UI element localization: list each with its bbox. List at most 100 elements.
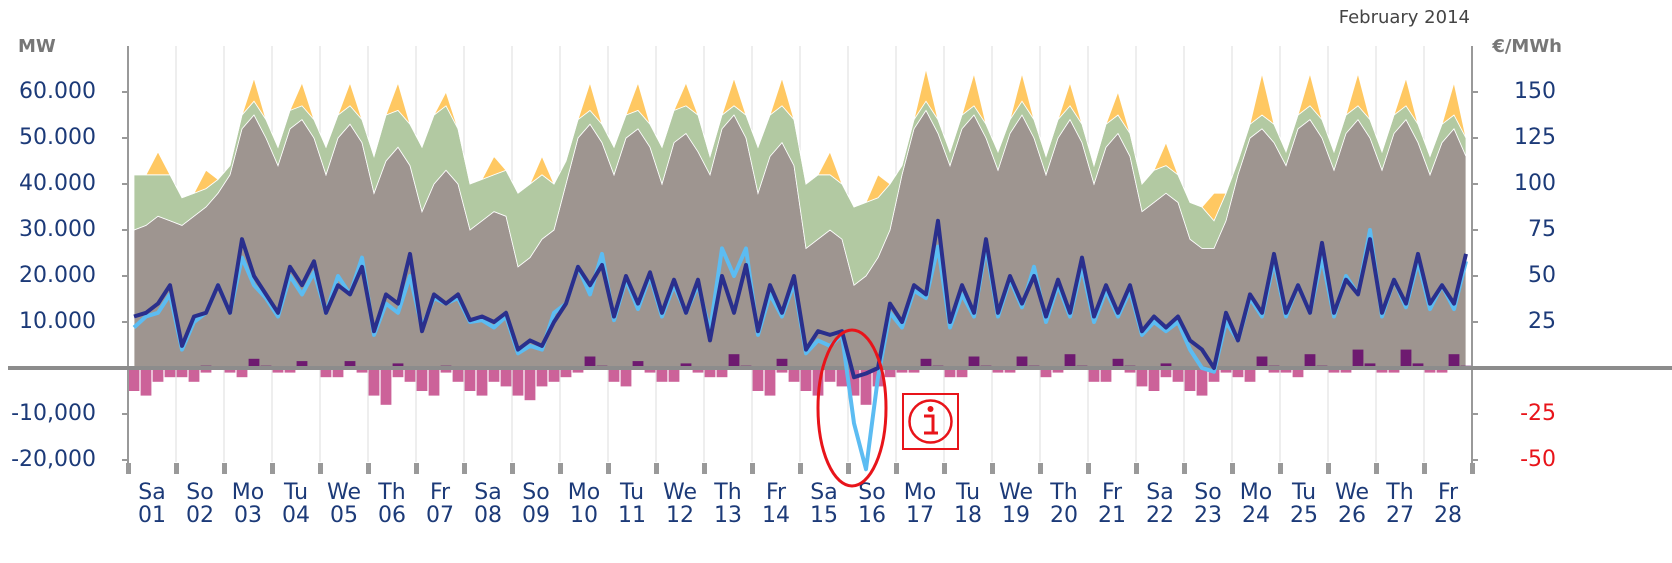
x-tick: [270, 463, 275, 474]
x-tick-label: 20: [1050, 503, 1078, 528]
x-tick-label: 02: [186, 503, 214, 528]
bar: [272, 368, 284, 373]
x-tick-label: 24: [1242, 503, 1270, 528]
x-tick: [1326, 463, 1331, 474]
x-tick: [1230, 463, 1235, 474]
bar: [1148, 368, 1160, 391]
info-icon-stem: [924, 414, 938, 435]
bar: [176, 368, 188, 378]
bar: [1244, 368, 1256, 382]
x-tick: [702, 463, 707, 474]
bar: [536, 368, 548, 387]
x-tick: [318, 463, 323, 474]
bar: [332, 368, 344, 378]
bar: [548, 368, 560, 382]
x-tick: [1038, 463, 1043, 474]
x-tick-label: We: [663, 480, 697, 505]
x-tick: [222, 463, 227, 474]
y2-tick-label: 150: [1514, 79, 1556, 104]
x-tick-label: 25: [1290, 503, 1318, 528]
bar: [896, 368, 908, 373]
x-tick: [1374, 463, 1379, 474]
info-icon: [908, 399, 953, 444]
bar: [1160, 363, 1172, 368]
y2-tick-label: 100: [1514, 171, 1556, 196]
bar: [152, 368, 164, 382]
x-tick-label: 23: [1194, 503, 1222, 528]
y-tick-label: 40.000: [19, 171, 96, 196]
x-tick: [510, 463, 515, 474]
bar: [1160, 368, 1172, 378]
bar: [164, 368, 176, 378]
bar: [800, 368, 812, 391]
x-tick: [558, 463, 563, 474]
x-tick-label: 05: [330, 503, 358, 528]
bar: [1328, 368, 1340, 373]
bar: [380, 368, 392, 405]
x-tick-label: Sa: [474, 480, 501, 505]
x-tick: [174, 463, 179, 474]
y2-tick-label: -50: [1520, 447, 1556, 472]
bar: [908, 368, 920, 373]
bar: [1364, 363, 1376, 368]
bar: [368, 368, 380, 396]
bar: [836, 368, 848, 387]
area: [134, 68, 1467, 222]
y2-tick-label: 25: [1528, 309, 1556, 334]
bar: [500, 368, 512, 387]
bar: [692, 368, 704, 373]
bar: [140, 368, 152, 396]
bar: [776, 368, 788, 373]
x-tick: [1134, 463, 1139, 474]
bar: [788, 368, 800, 382]
bar: [668, 368, 680, 382]
bar: [884, 368, 896, 378]
x-tick-label: 26: [1338, 503, 1366, 528]
bar: [644, 368, 656, 373]
y2-axis-label: €/MWh: [1491, 36, 1562, 57]
bar: [1016, 356, 1028, 368]
bar: [1388, 368, 1400, 373]
x-tick-label: 12: [666, 503, 694, 528]
bar: [188, 368, 200, 382]
bar: [572, 368, 584, 373]
bar: [680, 363, 692, 368]
x-tick-label: 01: [138, 503, 166, 528]
bar: [428, 368, 440, 396]
x-tick-label: So: [1194, 480, 1221, 505]
bar: [200, 368, 212, 373]
bar: [848, 368, 860, 396]
bar: [1208, 368, 1220, 382]
x-tick-label: 08: [474, 503, 502, 528]
bar: [512, 368, 524, 396]
x-tick-label: 28: [1434, 503, 1462, 528]
bar: [824, 368, 836, 382]
x-tick-label: Th: [1385, 480, 1413, 505]
x-tick-label: 07: [426, 503, 454, 528]
info-icon-dot: [927, 406, 934, 412]
x-tick-label: 11: [618, 503, 646, 528]
bar: [392, 368, 404, 378]
x-tick: [414, 463, 419, 474]
x-tick: [798, 463, 803, 474]
x-tick: [750, 463, 755, 474]
x-tick-label: 21: [1098, 503, 1126, 528]
bar: [1052, 368, 1064, 373]
bar: [764, 368, 776, 396]
line: [133, 218, 1468, 380]
bar: [236, 368, 248, 378]
bar: [956, 368, 968, 378]
x-tick-label: Tu: [955, 480, 980, 505]
bar: [1412, 363, 1424, 368]
x-tick-label: Sa: [138, 480, 165, 505]
x-tick: [126, 463, 131, 474]
bar: [968, 356, 980, 368]
x-tick-label: 10: [570, 503, 598, 528]
x-tick-label: Sa: [1146, 480, 1173, 505]
x-tick-label: Fr: [430, 480, 451, 505]
x-tick: [942, 463, 947, 474]
bar: [560, 368, 572, 378]
highlight-ellipse: [816, 328, 888, 488]
y-tick-label: 20.000: [19, 263, 96, 288]
